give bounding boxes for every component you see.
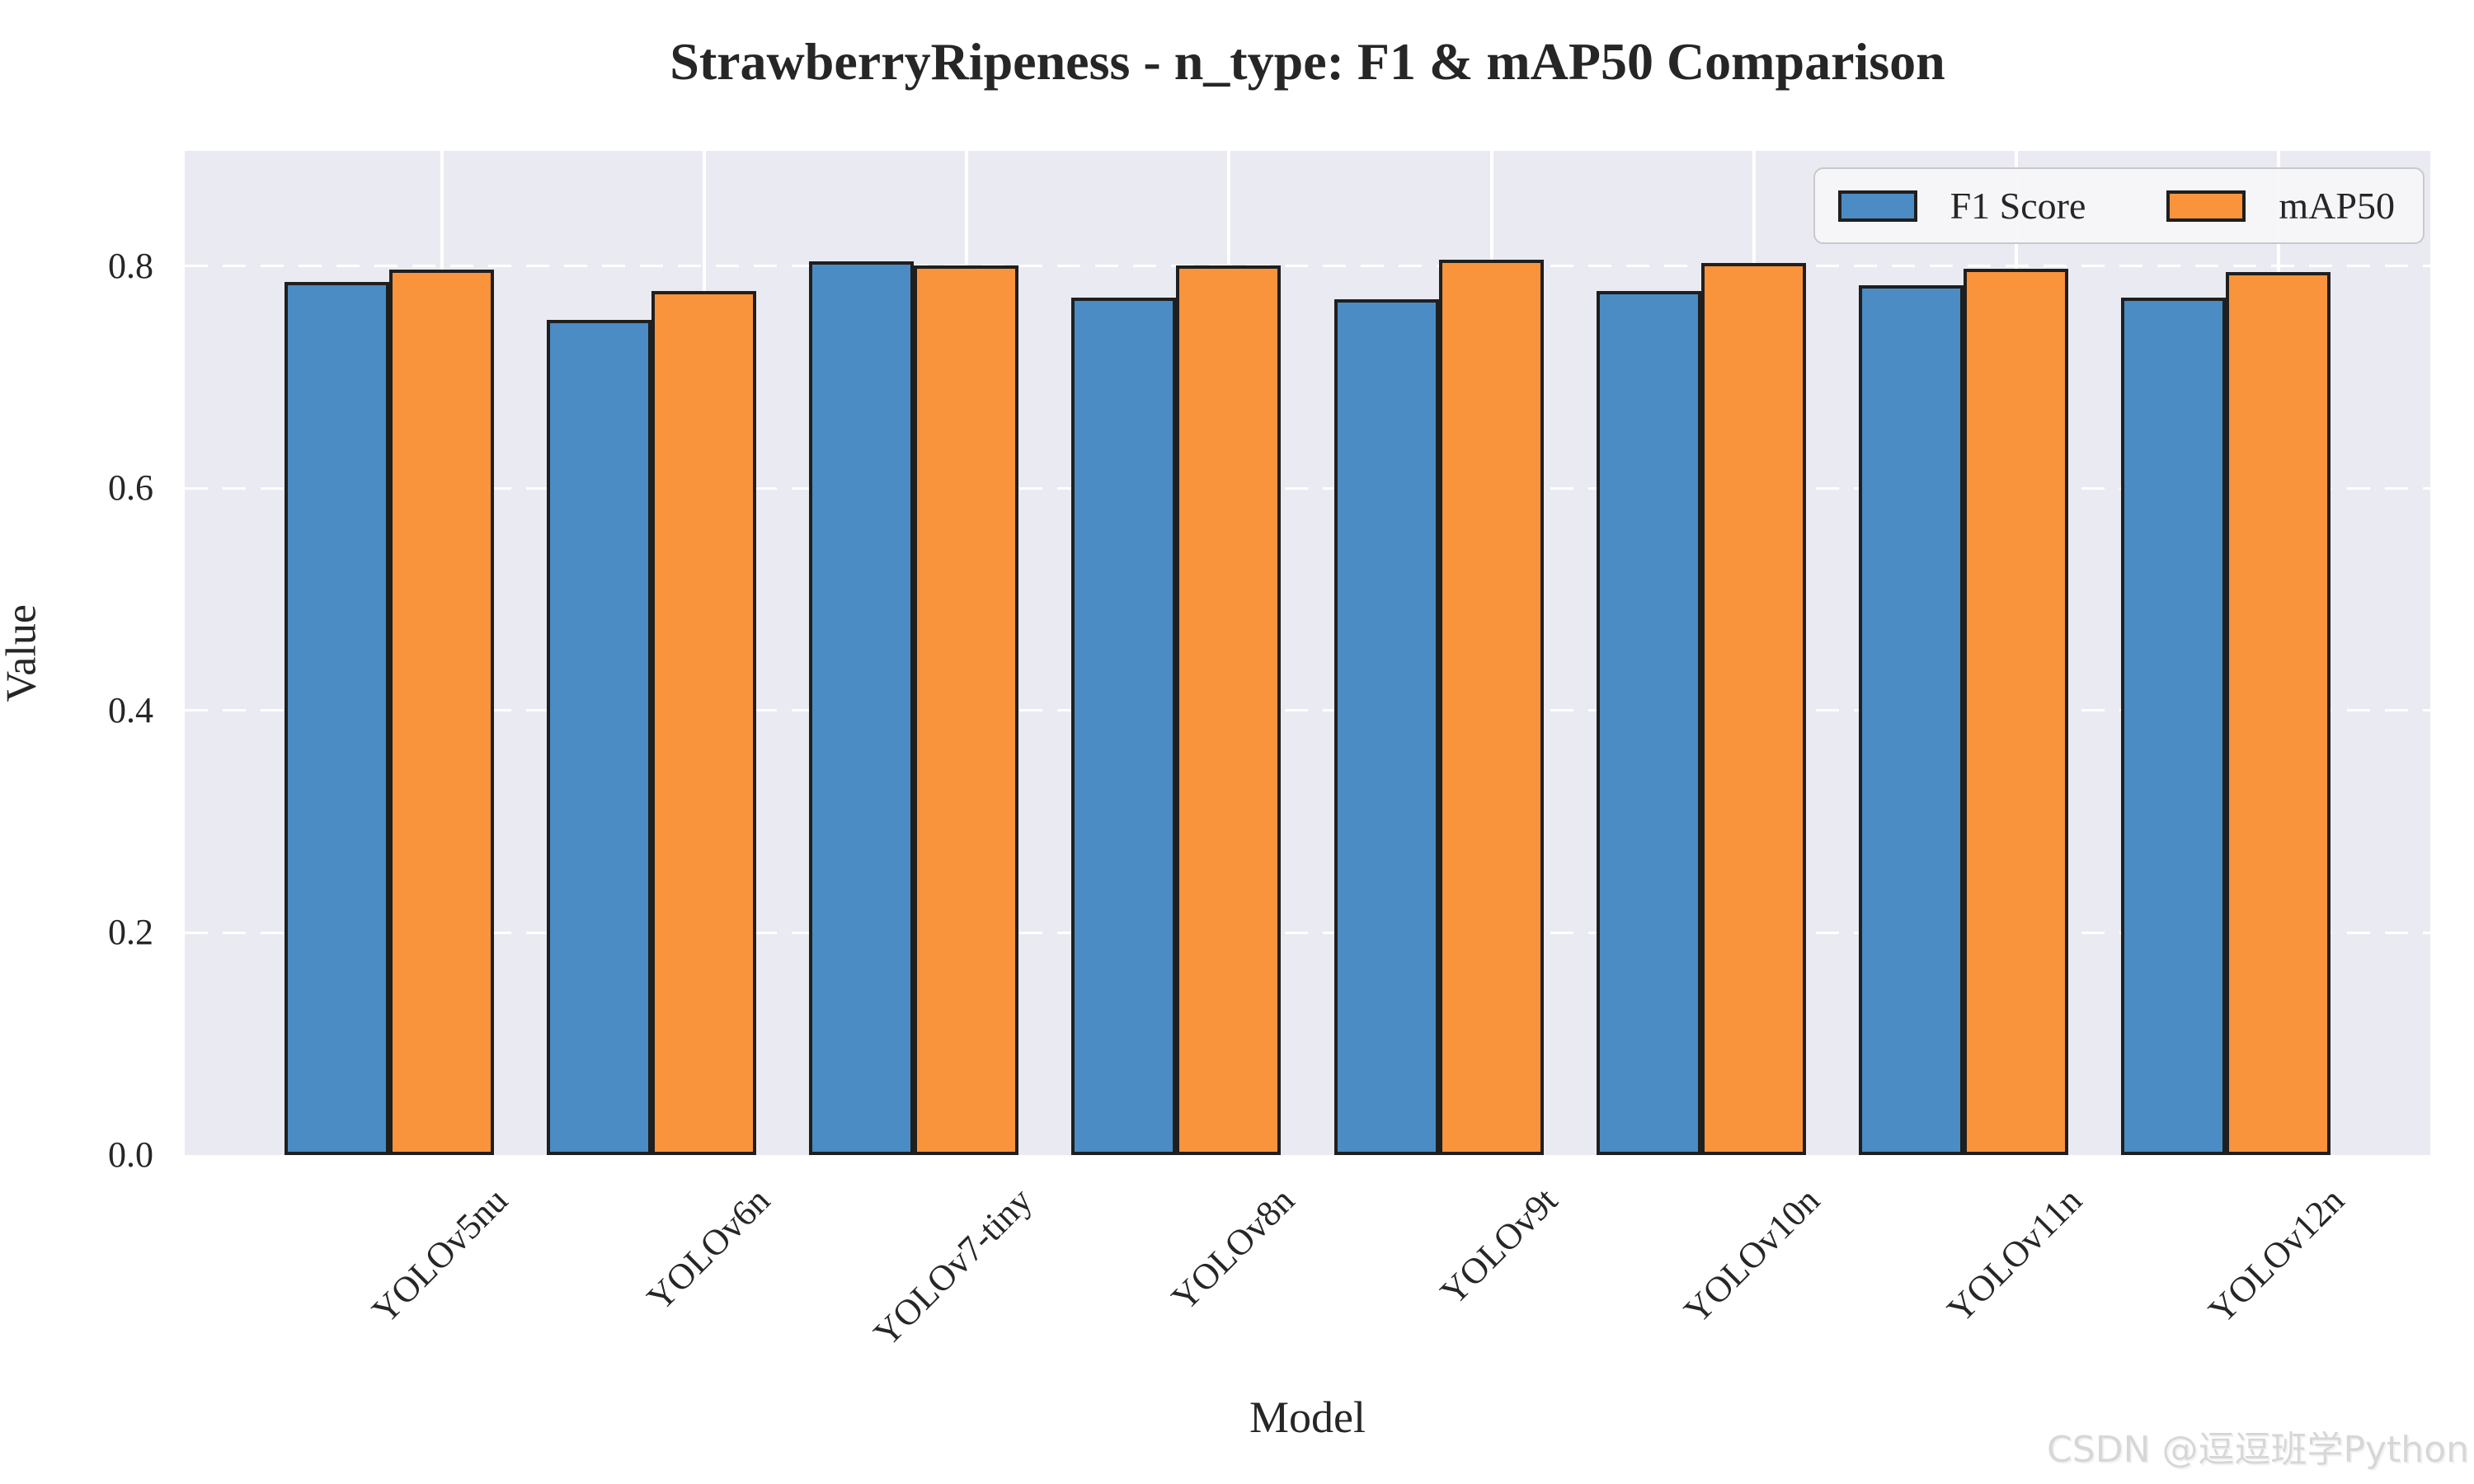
bar-map50-YOLOv8n: [1176, 265, 1282, 1155]
h-gridline-0.8: [185, 265, 2430, 268]
bar-map50-YOLOv6n: [651, 290, 756, 1155]
bar-f1-score-YOLOv11n: [1858, 284, 1964, 1155]
bar-map50-YOLOv12n: [2226, 271, 2331, 1155]
bar-map50-YOLOv10n: [1700, 262, 1806, 1155]
y-tick-label-0.2: 0.2: [108, 912, 153, 953]
legend: F1 Score mAP50: [1813, 167, 2425, 244]
bar-f1-score-YOLOv12n: [2121, 297, 2227, 1155]
x-axis-label: Model: [1249, 1392, 1366, 1442]
bar-map50-YOLOv5nu: [388, 269, 494, 1155]
bar-f1-score-YOLOv10n: [1596, 290, 1701, 1155]
bar-map50-YOLOv7-tiny: [914, 265, 1019, 1155]
y-tick-label-0.4: 0.4: [108, 689, 153, 730]
h-gridline-0.2: [185, 931, 2430, 934]
legend-label-map50: mAP50: [2279, 185, 2395, 227]
bar-f1-score-YOLOv5nu: [284, 281, 389, 1155]
chart-title: StrawberryRipeness - n_type: F1 & mAP50 …: [670, 32, 1945, 91]
bar-f1-score-YOLOv8n: [1071, 297, 1177, 1155]
h-gridline-0.4: [185, 709, 2430, 712]
bar-f1-score-YOLOv6n: [546, 319, 651, 1155]
bar-map50-YOLOv9t: [1438, 259, 1544, 1155]
h-gridline-0.6: [185, 486, 2430, 490]
legend-label-f1-score: F1 Score: [1950, 185, 2086, 227]
bar-f1-score-YOLOv7-tiny: [809, 261, 915, 1155]
watermark: CSDN @逗逗班学Python: [2047, 1429, 2469, 1471]
legend-swatch-map50: [2166, 190, 2246, 222]
y-tick-label-0.8: 0.8: [108, 245, 153, 286]
bar-map50-YOLOv11n: [1963, 268, 2068, 1155]
bar-f1-score-YOLOv9t: [1333, 299, 1439, 1155]
y-tick-label-0.6: 0.6: [108, 467, 153, 509]
plot-area: F1 Score mAP50: [185, 151, 2430, 1155]
y-tick-label-0.0: 0.0: [108, 1134, 153, 1175]
legend-swatch-f1-score: [1837, 190, 1917, 222]
